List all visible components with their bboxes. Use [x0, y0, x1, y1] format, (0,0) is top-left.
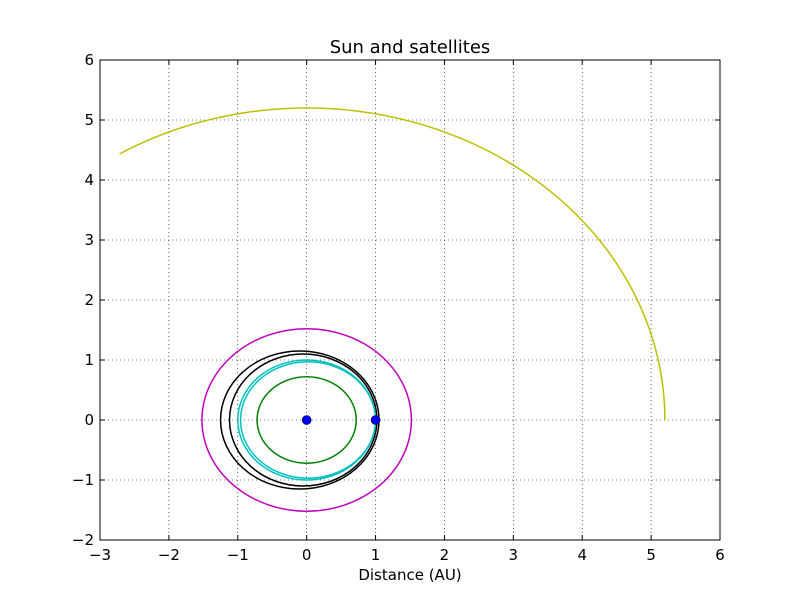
- plot-area: [119, 107, 666, 512]
- x-tick-label: 1: [371, 546, 381, 564]
- grid-lines: [100, 60, 720, 540]
- orbit-yellow-arc: [119, 107, 666, 421]
- chart-title: Sun and satellites: [330, 37, 491, 58]
- x-axis-tick-labels: −3 −2 −1 0 1 2 3 4 5 6: [89, 546, 725, 564]
- y-tick-label: 3: [84, 231, 94, 249]
- y-tick-label: 2: [84, 291, 94, 309]
- x-tick-label: −2: [158, 546, 180, 564]
- y-tick-label: 6: [84, 51, 94, 69]
- x-tick-label: 0: [302, 546, 312, 564]
- orbit-magenta: [201, 328, 413, 512]
- y-tick-label: −2: [72, 531, 94, 549]
- y-tick-label: 4: [84, 171, 94, 189]
- y-tick-label: 0: [84, 411, 94, 429]
- orbit-green: [256, 376, 358, 464]
- y-tick-label: 1: [84, 351, 94, 369]
- x-tick-label: 3: [509, 546, 519, 564]
- x-tick-label: 2: [440, 546, 450, 564]
- x-tick-label: −1: [227, 546, 249, 564]
- axis-ticks: [99, 59, 721, 541]
- x-tick-label: 6: [715, 546, 725, 564]
- x-tick-label: 4: [577, 546, 587, 564]
- x-tick-label: −3: [89, 546, 111, 564]
- y-tick-label: −1: [72, 471, 94, 489]
- body-marker: [301, 415, 312, 425]
- y-tick-label: 5: [84, 111, 94, 129]
- y-axis-tick-labels: −2 −1 0 1 2 3 4 5 6: [72, 51, 94, 549]
- x-axis-label: Distance (AU): [358, 566, 461, 584]
- body-marker: [370, 415, 381, 425]
- x-tick-label: 5: [646, 546, 656, 564]
